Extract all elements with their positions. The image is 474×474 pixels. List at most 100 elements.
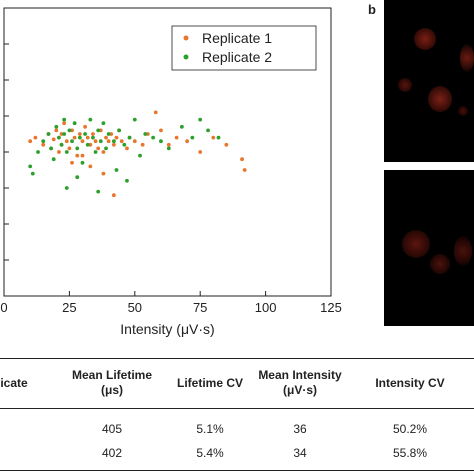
data-point [198,150,203,154]
x-tick-label: 0 [0,300,7,315]
panel-b-letter: b [368,2,376,17]
data-point [75,153,80,158]
fluorescent-spot [458,106,468,116]
data-point [119,139,124,144]
data-point [88,164,93,169]
data-point [101,121,106,126]
scatter-plot: 0 25 50 75 100 125 Intensity (μV·s) Replicate 1… [0,7,342,337]
data-point [117,128,122,133]
data-point [33,135,38,140]
data-point [153,110,158,115]
data-point [104,135,108,140]
table-header-cell: Intensity CV [375,376,445,390]
data-point [114,135,119,140]
fluorescent-spot [454,236,472,266]
data-point [83,132,87,136]
data-point [240,157,244,162]
data-point [166,142,171,147]
data-point [106,139,111,144]
data-point [138,153,142,158]
data-point [62,117,67,122]
data-point [143,132,148,136]
table-cell: 55.8% [392,446,428,460]
data-point [41,139,46,144]
data-point [166,146,171,151]
micrograph-bottom [384,170,474,326]
data-point [80,153,85,158]
data-point [62,132,67,136]
table-header-cell: icate [0,376,28,390]
data-point [51,137,56,142]
data-point [91,135,95,140]
data-point [70,139,74,144]
data-point [64,186,69,190]
data-point [54,124,59,129]
data-point [93,139,98,144]
fluorescent-spot [414,28,436,50]
x-axis-label: Intensity (μV·s) [120,321,214,337]
data-point [104,146,108,151]
data-point [46,132,51,136]
table-cell: 405 [101,422,123,436]
data-point [59,142,64,147]
data-point [224,142,229,147]
data-point [111,193,116,198]
data-point [75,146,80,151]
data-point [111,139,116,144]
data-point [106,132,111,136]
data-point [98,139,103,144]
fluorescent-spot [428,86,452,112]
table-header-cell: Lifetime CV [176,376,243,390]
data-point [80,139,85,144]
data-point [140,142,145,147]
legend-marker [183,54,189,60]
data-point [96,128,101,133]
data-point [54,128,59,133]
data-point [72,121,77,126]
data-point [151,135,156,140]
data-point [64,139,69,144]
data-point [93,150,98,154]
x-tick-label: 50 [128,300,142,315]
data-point [30,171,35,176]
data-point [77,132,82,136]
data-point [70,160,74,165]
fluorescent-spot [398,78,412,92]
data-point [216,135,221,140]
table-cell: 34 [293,446,307,460]
x-tick-label: 100 [255,300,277,315]
data-point [109,132,114,136]
data-point [36,150,40,154]
legend-entry: Replicate 2 [202,49,272,65]
data-point [179,124,184,129]
table-cell: 5.1% [196,422,224,436]
data-point [159,139,163,144]
data-point [57,150,61,154]
data-point [88,142,93,147]
legend-box [171,25,317,71]
fluorescent-spot [460,44,474,72]
x-tick-label: 25 [62,300,76,315]
data-point [72,135,77,140]
data-point [132,139,137,144]
data-point [111,142,116,147]
data-point [85,142,90,147]
data-point [114,168,119,172]
data-point [85,135,90,140]
x-tick-label: 75 [193,300,207,315]
micrograph-top [384,0,474,162]
data-point [242,168,247,172]
table-header-rule [0,408,474,409]
table-cell: 36 [293,422,307,436]
data-point [67,146,72,151]
data-point [28,139,33,144]
data-point [57,135,61,140]
table-cell: 5.4% [196,446,224,460]
data-point [132,117,137,122]
fluorescent-spot [430,254,450,274]
data-point [96,146,101,151]
data-point [211,135,216,140]
summary-table: icate Mean Lifetime (μs) Lifetime CV Mean I… [0,358,474,474]
data-point [125,146,129,151]
data-point [28,164,33,169]
